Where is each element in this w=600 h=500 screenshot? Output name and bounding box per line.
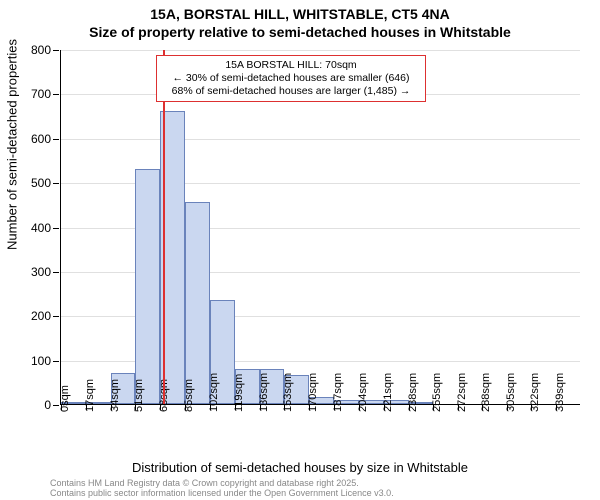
callout-line1: 15A BORSTAL HILL: 70sqm (163, 59, 419, 72)
y-tick-label: 700 (31, 87, 61, 101)
x-tick-label: 221sqm (382, 373, 394, 412)
callout-line2: ← 30% of semi-detached houses are smalle… (163, 72, 419, 85)
grid-line (61, 50, 580, 51)
title-block: 15A, BORSTAL HILL, WHITSTABLE, CT5 4NA S… (0, 0, 600, 41)
y-tick-label: 600 (31, 132, 61, 146)
x-tick-label: 51sqm (133, 379, 145, 412)
credits: Contains HM Land Registry data © Crown c… (50, 478, 394, 499)
x-axis-label: Distribution of semi-detached houses by … (0, 460, 600, 475)
x-tick-label: 272sqm (456, 373, 468, 412)
x-tick-label: 339sqm (554, 373, 566, 412)
plot-area: 01002003004005006007008000sqm17sqm34sqm5… (60, 50, 580, 405)
marker-line (163, 50, 165, 404)
x-tick-label: 119sqm (233, 374, 245, 412)
y-tick-label: 500 (31, 176, 61, 190)
x-tick-label: 34sqm (109, 379, 121, 412)
y-tick-label: 300 (31, 265, 61, 279)
x-tick-label: 102sqm (208, 373, 220, 412)
grid-line (61, 139, 580, 140)
callout-line3: 68% of semi-detached houses are larger (… (163, 85, 419, 98)
title-line2: Size of property relative to semi-detach… (0, 24, 600, 42)
histogram-bar (185, 202, 210, 404)
x-tick-label: 17sqm (84, 379, 96, 412)
x-tick-label: 170sqm (307, 373, 319, 412)
x-tick-label: 0sqm (59, 385, 71, 412)
x-tick-label: 204sqm (357, 373, 369, 412)
callout-box: 15A BORSTAL HILL: 70sqm← 30% of semi-det… (156, 55, 426, 102)
chart-wrap: 01002003004005006007008000sqm17sqm34sqm5… (60, 50, 580, 405)
y-axis-label: Number of semi-detached properties (5, 39, 20, 250)
chart-container: 15A, BORSTAL HILL, WHITSTABLE, CT5 4NA S… (0, 0, 600, 500)
x-tick-label: 305sqm (505, 373, 517, 412)
x-tick-label: 255sqm (431, 373, 443, 412)
x-tick-label: 153sqm (282, 373, 294, 412)
title-line1: 15A, BORSTAL HILL, WHITSTABLE, CT5 4NA (0, 6, 600, 24)
y-tick-label: 800 (31, 43, 61, 57)
x-tick-label: 288sqm (480, 373, 492, 412)
x-tick-label: 322sqm (529, 373, 541, 412)
x-tick-label: 85sqm (183, 379, 195, 412)
x-tick-label: 136sqm (258, 373, 270, 412)
x-tick-label: 238sqm (407, 373, 419, 412)
credit-line1: Contains HM Land Registry data © Crown c… (50, 478, 394, 488)
y-tick-label: 400 (31, 221, 61, 235)
x-tick-label: 187sqm (332, 373, 344, 412)
y-tick-label: 200 (31, 309, 61, 323)
histogram-bar (135, 169, 160, 404)
y-tick-label: 100 (31, 354, 61, 368)
credit-line2: Contains public sector information licen… (50, 488, 394, 498)
